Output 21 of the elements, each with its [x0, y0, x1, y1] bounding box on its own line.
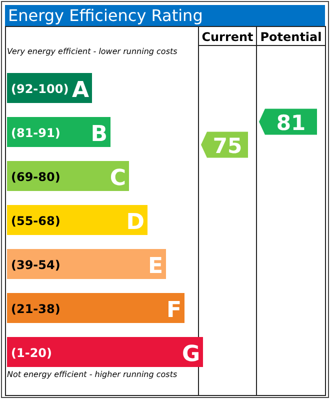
text: F: [166, 298, 182, 323]
text: Potential: [260, 30, 322, 44]
text: Not energy efficient - higher running costs: [7, 369, 178, 380]
text: B: [90, 122, 108, 147]
text: Current: [202, 30, 254, 44]
text: D: [126, 210, 144, 235]
category-label: (21-38): [11, 302, 60, 316]
category-label: (92-100): [11, 82, 69, 96]
text: Energy Efficiency Rating: [8, 6, 203, 25]
text: E: [148, 254, 163, 279]
category-label: (39-54): [11, 258, 60, 272]
data-label: 81: [276, 110, 306, 135]
text: G: [182, 342, 200, 367]
category-label: (1-20): [11, 346, 52, 360]
text: A: [72, 78, 89, 103]
category-label: (81-91): [11, 126, 60, 140]
data-label: 75: [212, 134, 242, 158]
text: Very energy efficient - lower running costs: [7, 46, 178, 57]
category-label: (69-80): [11, 170, 60, 184]
text: C: [110, 166, 126, 191]
category-label: (55-68): [11, 214, 60, 228]
